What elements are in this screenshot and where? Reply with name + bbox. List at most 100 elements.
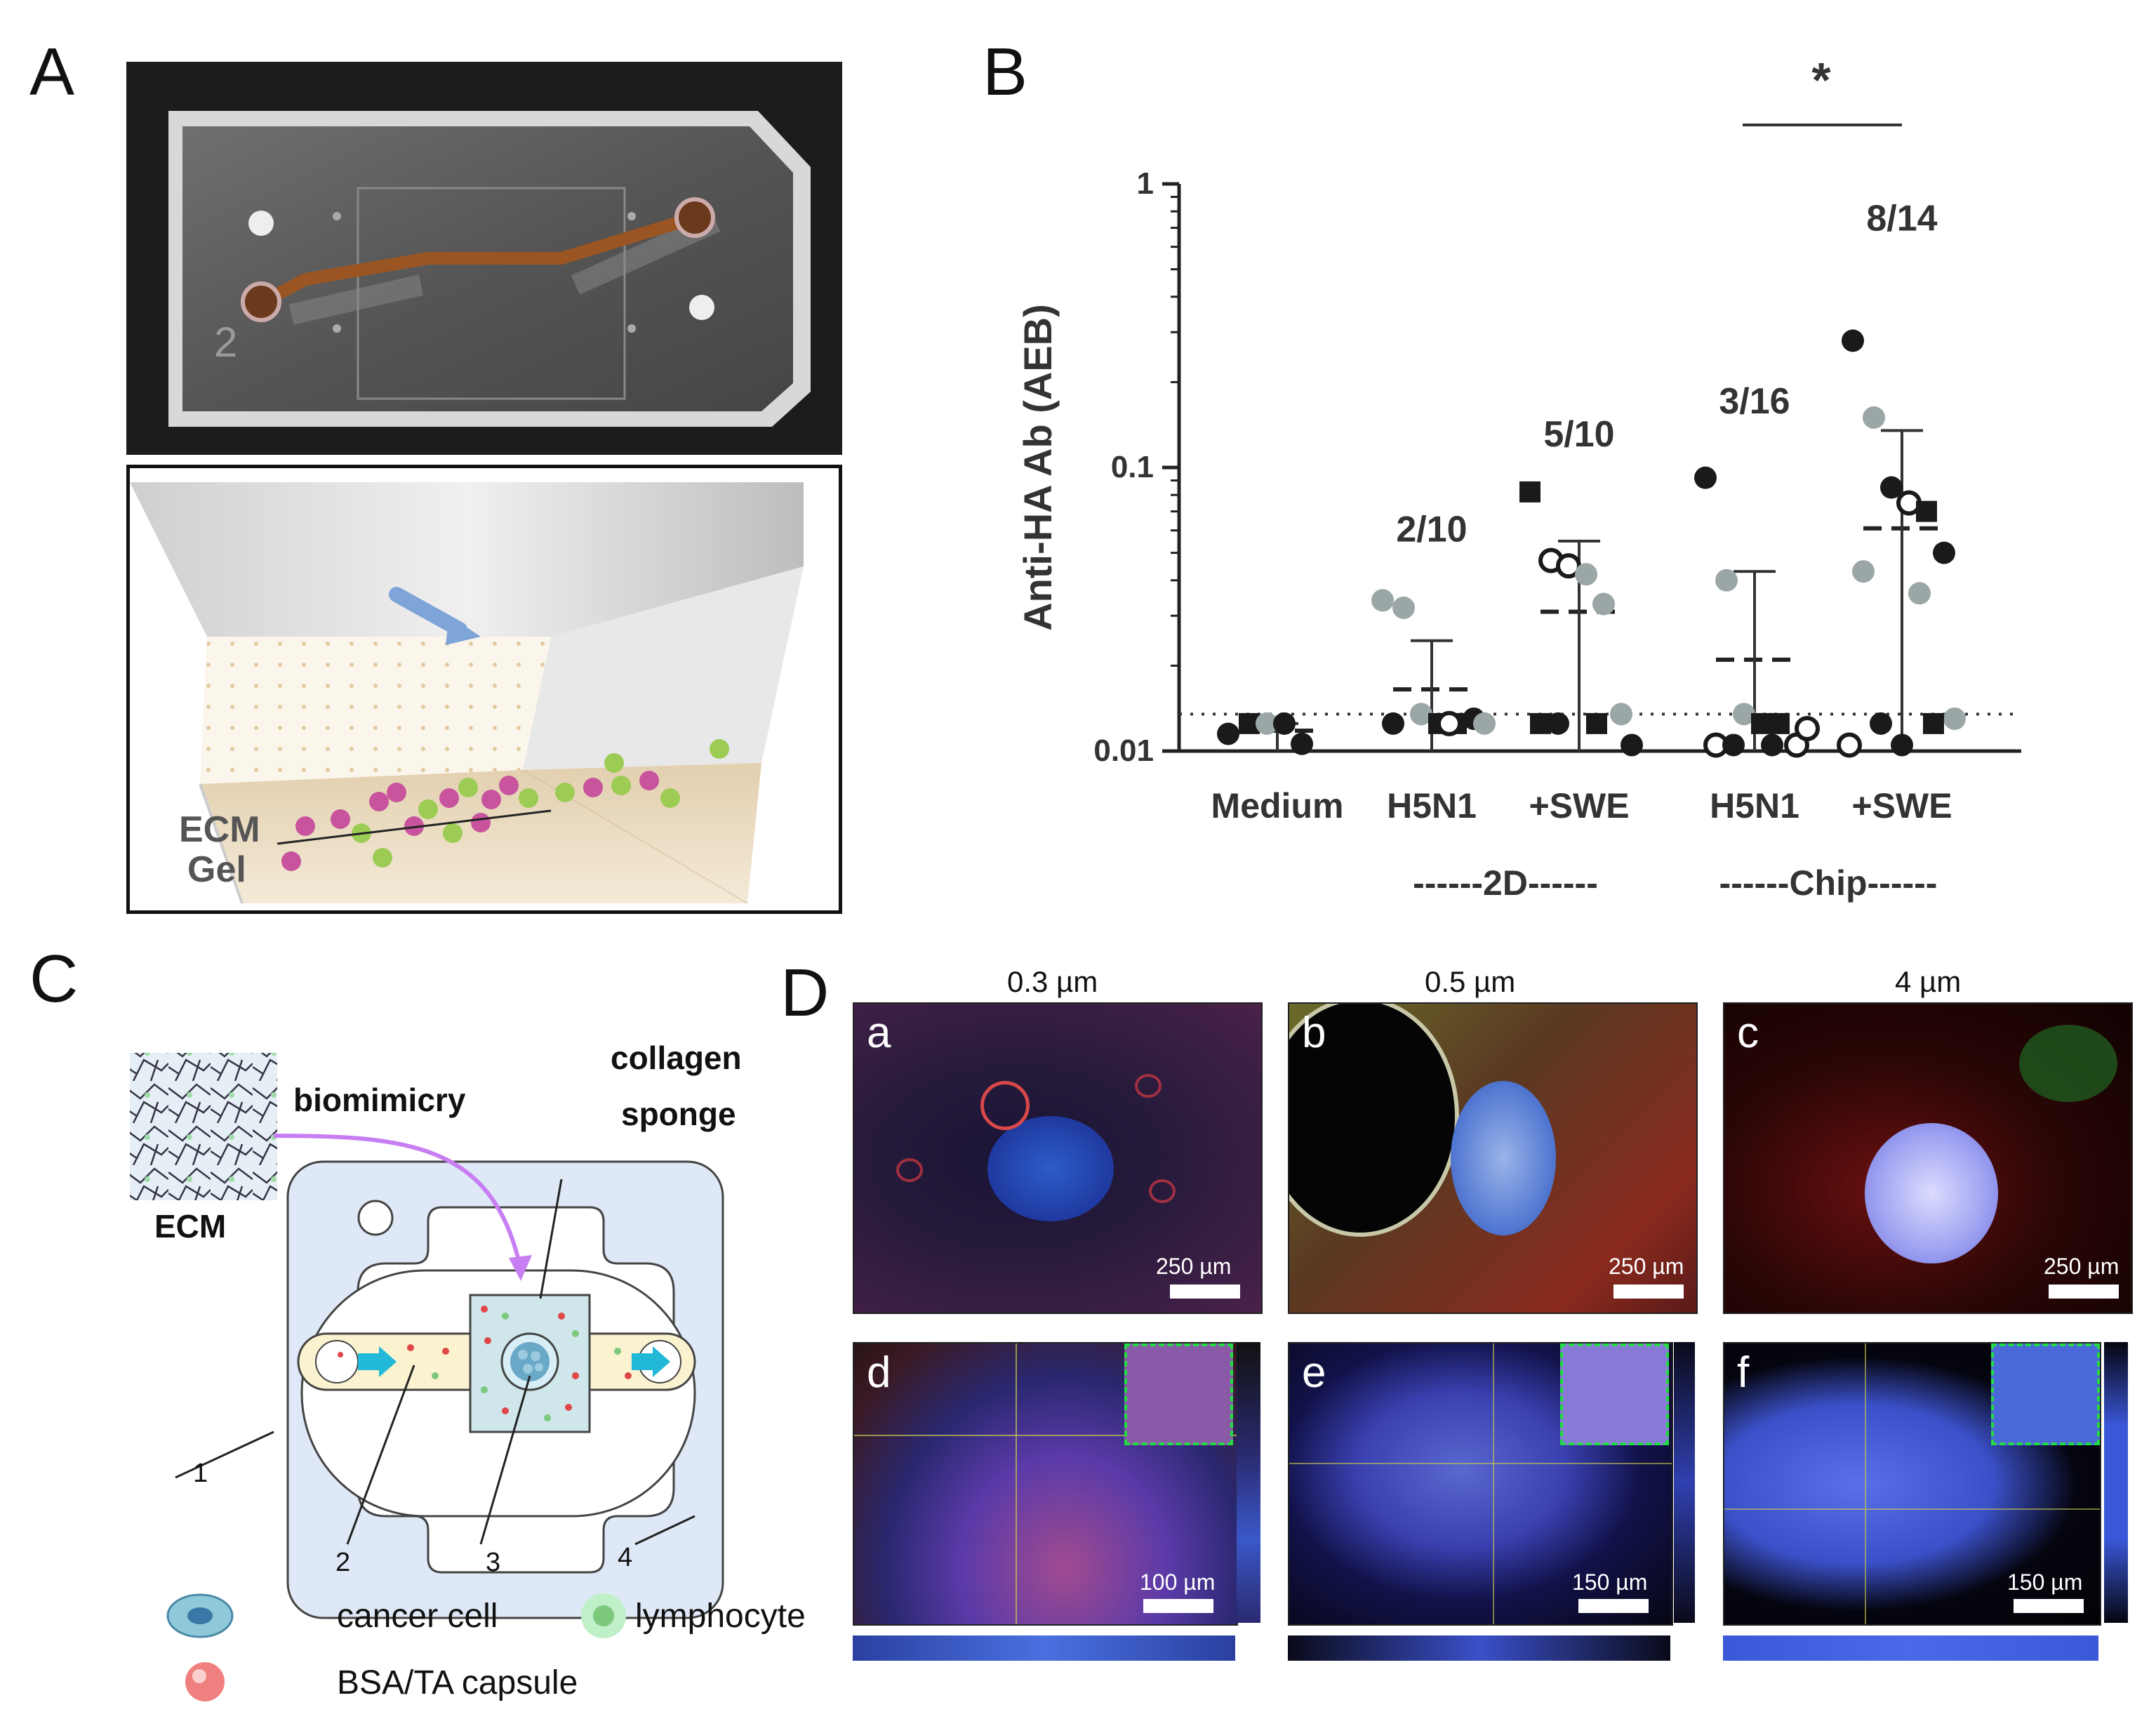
data-point-gray xyxy=(1392,596,1415,619)
data-point-gray xyxy=(1473,712,1496,735)
callout-3: 3 xyxy=(486,1548,501,1577)
crosshair-v-e xyxy=(1493,1343,1494,1624)
legend-cancer-cell: cancer cell xyxy=(337,1598,498,1635)
data-point-square xyxy=(1586,712,1607,734)
crosshair-h-d xyxy=(854,1435,1237,1436)
sub-label-b: b xyxy=(1302,1009,1326,1057)
spheroid-a xyxy=(987,1116,1114,1221)
x-tick-label-4: +SWE xyxy=(1851,786,1952,825)
scale-bar-e xyxy=(1578,1599,1649,1613)
scale-bar-f xyxy=(2014,1599,2084,1613)
data-point-dark xyxy=(1291,732,1313,755)
ecm-label-line1: ECM xyxy=(179,809,260,850)
data-point-gray xyxy=(1610,703,1632,726)
data-point-gray xyxy=(1371,589,1394,612)
data-point-gray xyxy=(1908,582,1931,605)
data-point-dark xyxy=(1694,466,1717,489)
panel-label-d: D xyxy=(780,955,830,1030)
capsule-ring-a xyxy=(980,1081,1030,1130)
channel-schematic: ECM Gel xyxy=(126,465,842,914)
panel-label-c: C xyxy=(29,941,79,1016)
group-label-2d: ------2D------ xyxy=(1413,863,1598,903)
micrograph-f: f 150 µm xyxy=(1723,1342,2101,1626)
data-point-dark xyxy=(1761,734,1783,757)
data-point-gray xyxy=(1733,703,1755,726)
y-tick-label-2: 1 xyxy=(1137,166,1154,201)
count-label-1: 5/10 xyxy=(1543,414,1614,455)
bottom-projection-f xyxy=(1723,1635,2098,1661)
data-point-dark xyxy=(1891,734,1913,757)
scale-bar-label-e: 150 µm xyxy=(1572,1569,1648,1595)
ecm-label-line2: Gel xyxy=(187,849,246,890)
chip-photo-drawing: 2 xyxy=(168,111,811,427)
sub-label-e: e xyxy=(1302,1348,1326,1397)
data-point-square xyxy=(1769,712,1790,734)
data-point-square xyxy=(1519,481,1541,503)
column-label-1: 0.5 µm xyxy=(1425,965,1516,998)
data-point-dark xyxy=(1880,476,1903,499)
data-point-gray xyxy=(1863,406,1885,429)
bottom-projection-e xyxy=(1288,1635,1670,1661)
callout-1: 1 xyxy=(193,1459,208,1488)
chart-b: 0.01 0.1 1 Anti-HA Ab (AEB) Medium H5N1 +SWE H5… xyxy=(1016,53,2021,903)
x-tick-label-3: H5N1 xyxy=(1710,786,1799,825)
callout-4: 4 xyxy=(618,1543,633,1572)
scale-bar-label-b: 250 µm xyxy=(1609,1254,1684,1279)
data-point-dark xyxy=(1273,712,1296,735)
data-point-square xyxy=(1923,712,1944,734)
count-label-0: 2/10 xyxy=(1396,510,1467,550)
micrograph-c: c 250 µm xyxy=(1723,1002,2133,1314)
data-point-open xyxy=(1437,710,1462,736)
sub-label-c: c xyxy=(1737,1009,1759,1057)
crosshair-v-d xyxy=(1016,1343,1017,1624)
chip-photo: 2 xyxy=(126,62,842,455)
callout-2: 2 xyxy=(335,1548,351,1577)
data-point-dark xyxy=(1547,712,1569,735)
data-point-gray xyxy=(1943,707,1966,730)
spheroid-b xyxy=(1451,1081,1556,1235)
micrograph-d: d 100 µm xyxy=(853,1342,1238,1626)
y-tick-label-0: 0.01 xyxy=(1093,734,1154,768)
sub-label-f: f xyxy=(1737,1348,1750,1397)
data-point-dark xyxy=(1217,722,1239,745)
device-schematic-drawing xyxy=(130,1053,724,1701)
scale-bar-label-f: 150 µm xyxy=(2007,1569,2083,1595)
x-tick-label-1: H5N1 xyxy=(1387,786,1477,825)
crosshair-h-e xyxy=(1289,1463,1672,1464)
scale-bar-label-d: 100 µm xyxy=(1140,1569,1216,1595)
scale-bar-b xyxy=(1613,1285,1684,1299)
data-point-gray xyxy=(1592,592,1615,616)
scale-bar-a xyxy=(1170,1285,1240,1299)
data-point-dark xyxy=(1933,541,1955,564)
scale-bar-label-c: 250 µm xyxy=(2044,1254,2120,1279)
spheroid-c xyxy=(1865,1123,1998,1263)
panel-label-b: B xyxy=(983,34,1028,109)
bottom-projection-d xyxy=(853,1635,1235,1661)
data-point-dark xyxy=(1842,329,1864,352)
sub-label-d: d xyxy=(867,1348,891,1397)
data-point-gray xyxy=(1852,560,1875,583)
inset-e xyxy=(1560,1343,1669,1445)
data-point-dark xyxy=(1722,734,1745,757)
micrograph-e: e 150 µm xyxy=(1288,1342,1673,1626)
side-projection-e xyxy=(1674,1342,1695,1623)
y-axis-label: Anti-HA Ab (AEB) xyxy=(1016,304,1060,631)
ecm-label-c: ECM xyxy=(154,1208,227,1245)
biomimicry-label: biomimicry xyxy=(293,1082,466,1118)
inset-f xyxy=(1991,1343,2100,1445)
micrograph-a: a 250 µm xyxy=(853,1002,1263,1314)
data-point-square xyxy=(1916,500,1937,522)
collagen-label-line1: collagen xyxy=(611,1040,742,1076)
data-point-dark xyxy=(1382,712,1404,735)
data-point-gray xyxy=(1715,569,1738,592)
green-region-c xyxy=(2019,1025,2117,1102)
sub-label-a: a xyxy=(867,1009,891,1057)
significance-star: * xyxy=(1811,53,1831,107)
y-tick-label-1: 0.1 xyxy=(1111,450,1154,484)
scale-bar-d xyxy=(1143,1599,1213,1613)
legend-capsule: BSA/TA capsule xyxy=(337,1664,578,1701)
count-label-3: 8/14 xyxy=(1866,198,1937,239)
column-label-0: 0.3 µm xyxy=(1007,965,1098,998)
data-point-gray xyxy=(1575,563,1597,586)
chip-mark: 2 xyxy=(214,319,237,366)
